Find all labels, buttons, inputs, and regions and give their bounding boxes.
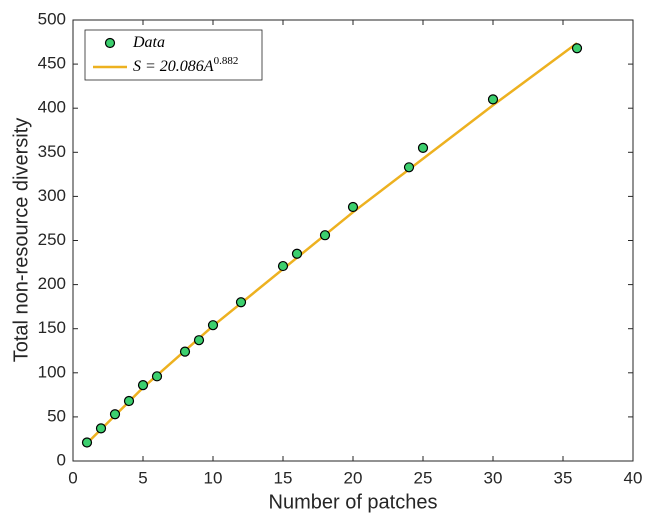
y-axis-label: Total non-resource diversity xyxy=(10,118,32,363)
x-tick-label: 40 xyxy=(624,468,643,487)
data-point xyxy=(403,162,415,173)
y-tick-label: 0 xyxy=(57,450,66,469)
data-point xyxy=(137,380,149,391)
data-point xyxy=(487,94,499,105)
legend-label-base: Data xyxy=(132,34,165,51)
legend-label: S = 20.086A0.882 xyxy=(133,55,238,75)
x-tick-label: 15 xyxy=(274,468,293,487)
data-point xyxy=(81,437,93,448)
data-point xyxy=(291,248,303,259)
y-tick-label: 250 xyxy=(38,230,66,249)
data-point xyxy=(347,201,359,213)
legend-label-base: S = 20.086A xyxy=(133,58,214,75)
data-point xyxy=(571,43,583,54)
plot-area xyxy=(72,19,634,462)
x-tick-label: 20 xyxy=(344,468,363,487)
x-tick-label: 0 xyxy=(68,468,77,487)
data-point xyxy=(235,297,247,308)
y-tick-label: 150 xyxy=(38,318,66,337)
y-tick-label: 100 xyxy=(38,362,66,381)
data-point xyxy=(151,371,163,382)
y-tick-label: 350 xyxy=(38,142,66,161)
x-axis-label: Number of patches xyxy=(269,491,438,513)
legend-marker xyxy=(104,37,116,49)
x-tick-label: 35 xyxy=(554,468,573,487)
data-point xyxy=(123,395,135,407)
data-point xyxy=(179,346,191,357)
data-point xyxy=(109,409,121,420)
data-point xyxy=(319,230,331,241)
data-point xyxy=(95,423,107,434)
legend-box xyxy=(84,29,263,81)
legend-label: Data xyxy=(132,34,165,51)
data-point xyxy=(277,260,289,272)
y-tick-label: 200 xyxy=(38,274,66,293)
x-tick-label: 25 xyxy=(414,468,433,487)
y-tick-label: 400 xyxy=(38,98,66,117)
x-tick-label: 30 xyxy=(484,468,503,487)
x-tick-label: 5 xyxy=(138,468,147,487)
y-tick-label: 50 xyxy=(47,406,66,425)
data-point xyxy=(193,335,205,346)
data-point xyxy=(207,320,219,331)
x-tick-label: 10 xyxy=(204,468,223,487)
data-point xyxy=(417,142,429,153)
y-tick-label: 500 xyxy=(38,9,66,28)
y-tick-label: 450 xyxy=(38,54,66,73)
y-tick-label: 300 xyxy=(38,186,66,205)
legend-label-exponent: 0.882 xyxy=(214,55,239,67)
